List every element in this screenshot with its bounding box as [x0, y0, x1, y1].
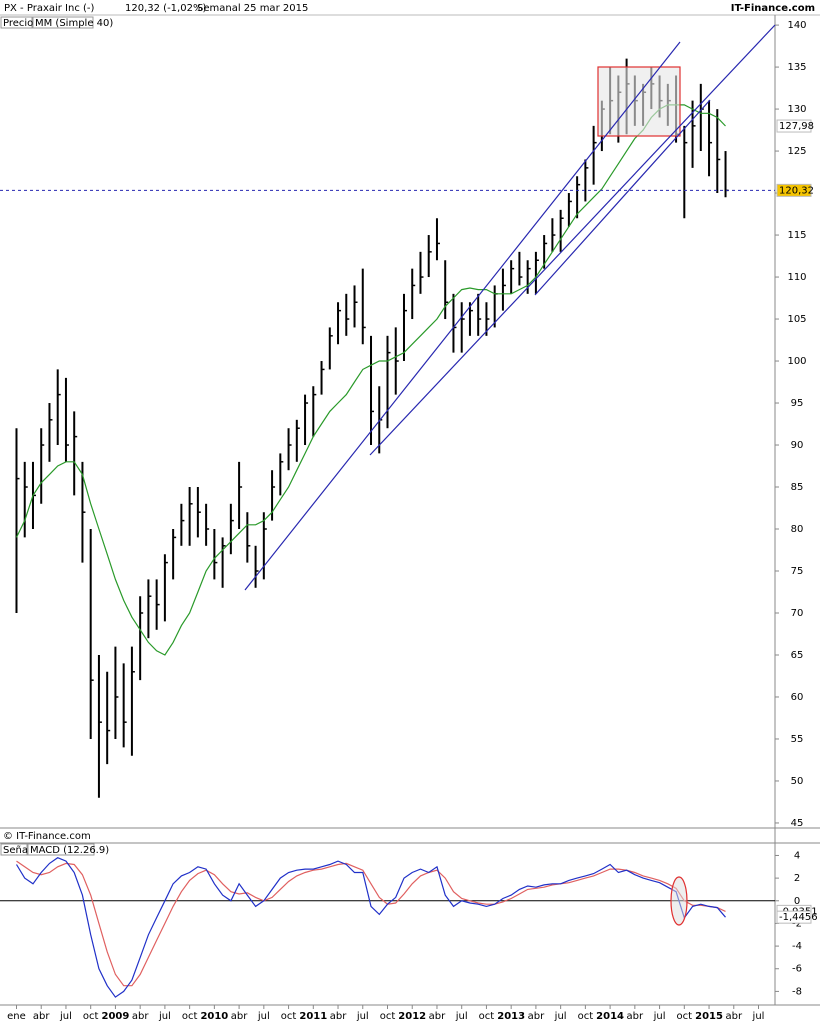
- legend-box: [0, 16, 33, 29]
- period: Semanal 25 mar 2015: [197, 3, 308, 14]
- y-tick-label: 135: [787, 62, 806, 73]
- x-tick-label: 2014: [596, 1011, 624, 1022]
- legend-entry: Señal: [3, 845, 31, 856]
- value-label: -1,4456: [779, 912, 818, 923]
- x-tick-label: jul: [554, 1011, 567, 1022]
- x-tick-label: abr: [627, 1011, 644, 1022]
- value-label-box: [776, 183, 812, 197]
- range-box: [597, 66, 681, 137]
- trend-line: [534, 99, 711, 296]
- x-tick-label: 2011: [299, 1011, 327, 1022]
- y-tick-label: 90: [791, 440, 804, 451]
- x-tick-label: jul: [752, 1011, 765, 1022]
- x-tick-label: oct: [182, 1011, 198, 1022]
- y-tick-label: 85: [791, 482, 804, 493]
- series-line: [15, 104, 726, 656]
- y-tick-label: 4: [794, 850, 800, 861]
- y-tick-label: 115: [787, 230, 806, 241]
- y-tick-label: 110: [787, 272, 806, 283]
- legend-box: [27, 843, 95, 856]
- price-summary: 120,32 (-1,02%): [125, 3, 206, 14]
- y-tick-label: 55: [791, 734, 804, 745]
- y-tick-label: 130: [787, 104, 806, 115]
- y-tick-label: 0: [794, 896, 800, 907]
- x-tick-label: abr: [33, 1011, 50, 1022]
- y-tick-label: 125: [787, 146, 806, 157]
- value-label: 120,32: [779, 185, 814, 196]
- value-label-box: [776, 119, 812, 133]
- series-line: [15, 857, 726, 998]
- y-tick-label: 75: [791, 566, 804, 577]
- y-tick-label: 95: [791, 398, 804, 409]
- value-label: 127,98: [779, 121, 814, 132]
- y-tick-label: 100: [787, 356, 806, 367]
- chart-title: PX - Praxair Inc (-): [4, 3, 95, 14]
- y-tick-label: 80: [791, 524, 804, 535]
- series-line: [16, 860, 726, 987]
- x-tick-label: 2009: [102, 1011, 130, 1022]
- y-tick-label: 60: [791, 692, 804, 703]
- x-tick-label: 2013: [497, 1011, 525, 1022]
- legend-entry: Precio: [3, 18, 33, 29]
- trend-line: [369, 24, 776, 456]
- x-tick-label: jul: [59, 1011, 72, 1022]
- x-tick-label: 2012: [398, 1011, 426, 1022]
- legend-entry: MM (Simple 40): [35, 18, 113, 29]
- y-tick-label: 65: [791, 650, 804, 661]
- x-tick-label: jul: [257, 1011, 270, 1022]
- y-tick-label: 70: [791, 608, 804, 619]
- x-tick-label: abr: [528, 1011, 545, 1022]
- y-tick-label: 45: [791, 818, 804, 829]
- highlight-ellipse: [670, 876, 688, 926]
- x-tick-label: oct: [479, 1011, 495, 1022]
- x-tick-label: oct: [578, 1011, 594, 1022]
- x-tick-label: 2010: [200, 1011, 228, 1022]
- x-tick-label: 2015: [695, 1011, 723, 1022]
- value-label-box: [776, 910, 812, 924]
- x-tick-label: oct: [677, 1011, 693, 1022]
- y-tick-label: -4: [792, 941, 802, 952]
- y-tick-label: 140: [787, 20, 806, 31]
- legend-box: [32, 16, 94, 29]
- x-tick-label: oct: [281, 1011, 297, 1022]
- source: IT-Finance.com: [731, 3, 815, 14]
- y-tick-label: 50: [791, 776, 804, 787]
- x-tick-label: oct: [83, 1011, 99, 1022]
- y-tick-label: 105: [787, 314, 806, 325]
- x-tick-label: abr: [330, 1011, 347, 1022]
- x-tick-label: jul: [356, 1011, 369, 1022]
- y-tick-label: 2: [794, 873, 800, 884]
- x-tick-label: ene: [7, 1011, 26, 1022]
- x-tick-label: jul: [653, 1011, 666, 1022]
- copyright: © IT-Finance.com: [3, 831, 91, 842]
- legend-entry: MACD (12.26.9): [30, 845, 109, 856]
- y-tick-label: -2: [792, 918, 802, 929]
- y-tick-label: -8: [792, 986, 802, 997]
- x-tick-label: oct: [380, 1011, 396, 1022]
- legend-box: [0, 843, 28, 856]
- x-tick-label: jul: [455, 1011, 468, 1022]
- x-tick-label: abr: [429, 1011, 446, 1022]
- x-tick-label: abr: [132, 1011, 149, 1022]
- x-tick-label: abr: [725, 1011, 742, 1022]
- y-tick-label: -6: [792, 964, 802, 975]
- trend-line: [244, 41, 681, 591]
- x-tick-label: jul: [158, 1011, 171, 1022]
- x-tick-label: abr: [231, 1011, 248, 1022]
